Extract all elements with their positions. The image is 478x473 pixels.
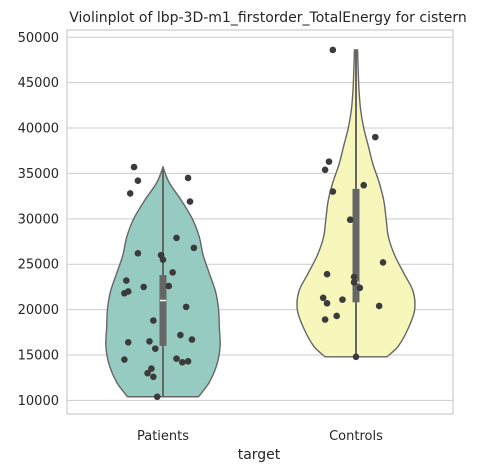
data-point-controls [350,279,358,286]
data-point-patients [165,282,173,290]
y-tick-label: 45000 [18,76,59,91]
data-point-patients [140,283,147,291]
iqr-box-patients [159,275,167,346]
y-tick-labels: 10000 15000 20000 25000 30000 35000 40000 45000… [18,31,59,409]
data-point-patients [134,250,142,257]
data-point-controls [323,299,331,307]
y-tick-label: 10000 [18,394,59,409]
data-point-patients [130,163,138,171]
data-point-patients [173,234,180,242]
data-point-patients [184,358,192,365]
x-axis-label: target [238,447,281,463]
x-tick-labels: Patients Controls [137,429,383,444]
data-point-patients [173,355,180,362]
data-point-patients [157,251,165,259]
data-point-patients [177,331,184,339]
data-point-patients [169,269,176,276]
data-point-controls [375,302,383,310]
data-point-controls [319,294,327,302]
data-point-patients [126,190,134,197]
data-point-controls [379,259,387,266]
data-point-controls [333,312,341,320]
chart-title: Violinplot of lbp-3D-m1_firstorder_Total… [69,10,467,26]
violins [105,49,416,398]
x-tick-label: Controls [329,429,383,444]
data-point-patients [179,358,186,366]
data-point-patients [151,345,159,352]
data-point-patients [186,198,194,205]
data-point-controls [339,296,346,303]
data-point-controls [360,181,368,189]
data-point-controls [321,166,329,174]
data-point-controls [372,133,379,141]
data-point-controls [329,46,337,54]
data-point-controls [323,270,331,278]
data-point-controls [350,273,358,281]
data-point-patients [188,336,196,343]
data-point-controls [325,158,333,165]
y-tick-label: 15000 [18,348,59,363]
data-point-controls [352,353,360,361]
y-tick-label: 50000 [18,31,59,46]
y-tick-label: 20000 [18,303,59,318]
data-point-patients [134,177,142,184]
data-point-patients [124,288,132,295]
data-point-patients [190,244,198,252]
data-point-controls [329,188,337,195]
data-point-patients [144,369,151,377]
y-tick-label: 35000 [18,167,59,182]
data-point-patients [148,365,155,372]
data-point-controls [346,216,354,224]
data-point-patients [124,338,132,346]
data-point-controls [356,284,364,292]
x-tick-label: Patients [137,429,189,444]
data-point-patients [150,373,157,381]
data-point-patients [184,174,192,182]
data-point-patients [150,317,157,324]
y-tick-label: 30000 [18,212,59,227]
data-points [121,46,387,401]
plot-frame [66,29,454,415]
data-point-patients [146,338,153,345]
data-point-patients [182,303,190,311]
iqr-box-controls [352,188,360,303]
data-point-patients [153,393,161,401]
y-tick-label: 25000 [18,258,59,273]
data-point-patients [123,277,130,284]
data-point-patients [121,356,128,363]
data-point-controls [321,316,329,323]
y-tick-label: 40000 [18,122,59,137]
